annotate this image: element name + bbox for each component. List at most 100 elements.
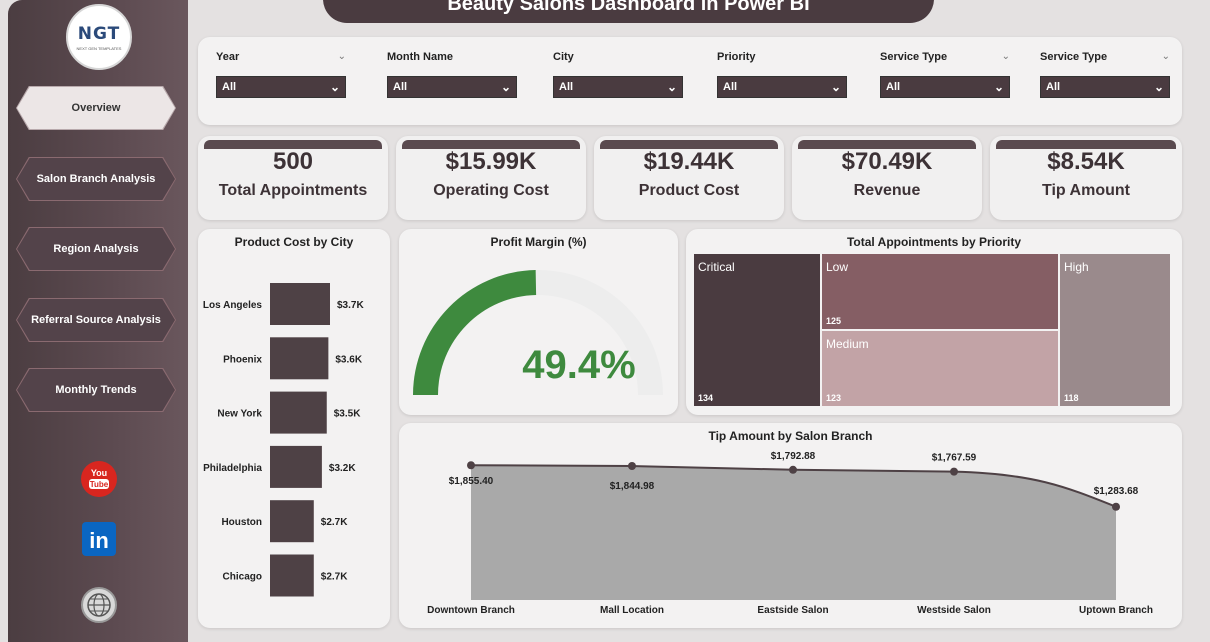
category-label: Chicago — [223, 572, 262, 583]
svg-text:You: You — [91, 468, 107, 478]
filter-month-name: Month Name All ⌄ — [387, 51, 517, 98]
kpi-total-appointments: 500 Total Appointments — [198, 136, 388, 220]
bar[interactable] — [270, 500, 314, 543]
data-point[interactable] — [950, 467, 958, 476]
chevron-down-icon[interactable]: ⌄ — [1161, 51, 1170, 62]
chart-title: Product Cost by City — [234, 235, 354, 249]
bar[interactable] — [270, 391, 327, 434]
youtube-icon[interactable]: You Tube — [80, 460, 118, 498]
chevron-down-icon: ⌄ — [500, 80, 511, 94]
bar[interactable] — [270, 445, 322, 488]
tile-value: 134 — [698, 393, 714, 403]
bar[interactable] — [270, 554, 314, 597]
filter-city: City All ⌄ — [553, 51, 683, 98]
nav-overview[interactable]: Overview — [16, 86, 176, 130]
nav-label: Salon Branch Analysis — [36, 173, 156, 185]
category-label: Philadelphia — [203, 463, 262, 474]
data-point[interactable] — [467, 461, 475, 470]
data-point[interactable] — [789, 465, 797, 474]
dropdown-value: All — [393, 81, 408, 93]
nav-referral-source-analysis[interactable]: Referral Source Analysis — [16, 298, 176, 342]
nav-monthly-trends[interactable]: Monthly Trends — [16, 368, 176, 412]
data-label: $2.7K — [321, 517, 348, 528]
kpi-label: Revenue — [853, 182, 921, 199]
svg-text:in: in — [89, 528, 109, 553]
bar[interactable] — [270, 283, 330, 325]
dashboard-title: Beauty Salons Dashboard in Power BI — [323, 0, 934, 23]
service-type-dropdown[interactable]: All ⌄ — [880, 76, 1010, 98]
data-label: $3.6K — [335, 354, 362, 365]
data-point[interactable] — [1112, 502, 1120, 511]
chart-title: Tip Amount by Salon Branch — [708, 429, 873, 443]
chevron-down-icon: ⌄ — [666, 80, 677, 94]
nav-label: Overview — [71, 102, 121, 114]
appointments-by-priority-card: Total Appointments by Priority Critical … — [686, 229, 1182, 415]
year-dropdown[interactable]: All ⌄ — [216, 76, 346, 98]
website-globe-icon[interactable] — [80, 586, 118, 624]
kpi-value: $15.99K — [445, 148, 537, 175]
nav-salon-branch-analysis[interactable]: Salon Branch Analysis — [16, 157, 176, 201]
tile-label: Medium — [826, 337, 869, 351]
filter-year: Year ⌄ All ⌄ — [216, 51, 346, 98]
treemap-tile-medium[interactable]: Medium 123 — [822, 331, 1058, 406]
filter-label: Month Name — [387, 51, 453, 63]
kpi-operating-cost: $15.99K Operating Cost — [396, 136, 586, 220]
data-label: $1,844.98 — [610, 481, 655, 492]
tip-amount-chart: $1,855.40 Downtown Branch $1,844.98 Mall Lo… — [427, 451, 1153, 616]
data-label: $1,767.59 — [932, 453, 977, 464]
bar[interactable] — [270, 337, 329, 380]
treemap-tile-critical[interactable]: Critical 134 — [694, 254, 820, 406]
chevron-down-icon[interactable]: ⌄ — [337, 51, 346, 62]
kpi-tip-amount: $8.54K Tip Amount — [990, 136, 1182, 220]
chevron-down-icon: ⌄ — [993, 80, 1004, 94]
data-label: $3.5K — [334, 409, 361, 420]
chevron-down-icon[interactable]: ⌄ — [1001, 51, 1010, 62]
tile-label: Low — [826, 260, 849, 274]
filter-label: Service Type — [1040, 51, 1108, 63]
data-point[interactable] — [628, 461, 636, 470]
dropdown-value: All — [1046, 81, 1061, 93]
kpi-label: Product Cost — [638, 182, 740, 199]
kpi-label: Operating Cost — [433, 182, 549, 199]
city-dropdown[interactable]: All ⌄ — [553, 76, 683, 98]
month-name-dropdown[interactable]: All ⌄ — [387, 76, 517, 98]
data-label: $3.2K — [329, 463, 356, 474]
dropdown-value: All — [559, 81, 574, 93]
filter-service-type-2: Service Type ⌄ All ⌄ — [1040, 51, 1170, 98]
x-tick-label: Mall Location — [600, 605, 664, 616]
data-label: $1,792.88 — [771, 451, 816, 462]
service-type-dropdown[interactable]: All ⌄ — [1040, 76, 1170, 98]
x-tick-label: Eastside Salon — [757, 605, 828, 616]
sidebar: NGT NEXT GEN TEMPLATES Overview Salon Br… — [8, 0, 188, 642]
nav-label: Monthly Trends — [55, 384, 137, 396]
data-label: $3.7K — [337, 300, 364, 311]
category-label: New York — [217, 409, 262, 420]
x-tick-label: Westside Salon — [917, 605, 991, 616]
nav-region-analysis[interactable]: Region Analysis — [16, 227, 176, 271]
category-label: Phoenix — [223, 354, 262, 365]
tile-label: Critical — [698, 260, 735, 274]
kpi-label: Tip Amount — [1042, 182, 1130, 199]
kpi-revenue: $70.49K Revenue — [792, 136, 982, 220]
dropdown-value: All — [723, 81, 738, 93]
nav-label: Region Analysis — [53, 243, 139, 255]
logo-text: NGT — [77, 23, 121, 44]
gauge-fill — [413, 270, 537, 395]
data-label: $1,283.68 — [1094, 486, 1139, 497]
treemap-tile-low[interactable]: Low 125 — [822, 254, 1058, 329]
tile-value: 123 — [826, 393, 842, 403]
company-logo: NGT NEXT GEN TEMPLATES — [66, 4, 132, 70]
category-label: Los Angeles — [203, 300, 263, 311]
product-cost-chart: Los Angeles $3.7K Phoenix $3.6K New York $3.5… — [203, 283, 364, 597]
profit-margin-card: Profit Margin (%) 49.4% — [399, 229, 678, 415]
tile-value: 125 — [826, 316, 842, 326]
filter-label: Service Type — [880, 51, 948, 63]
priority-dropdown[interactable]: All ⌄ — [717, 76, 847, 98]
logo-subtext: NEXT GEN TEMPLATES — [76, 45, 122, 51]
linkedin-icon[interactable]: in — [80, 520, 118, 558]
data-label: $2.7K — [321, 572, 348, 583]
data-label: $1,855.40 — [449, 476, 494, 487]
tile-value: 118 — [1064, 393, 1079, 403]
filter-priority: Priority All ⌄ — [717, 51, 847, 98]
treemap-tile-high[interactable]: High 118 — [1060, 254, 1170, 406]
